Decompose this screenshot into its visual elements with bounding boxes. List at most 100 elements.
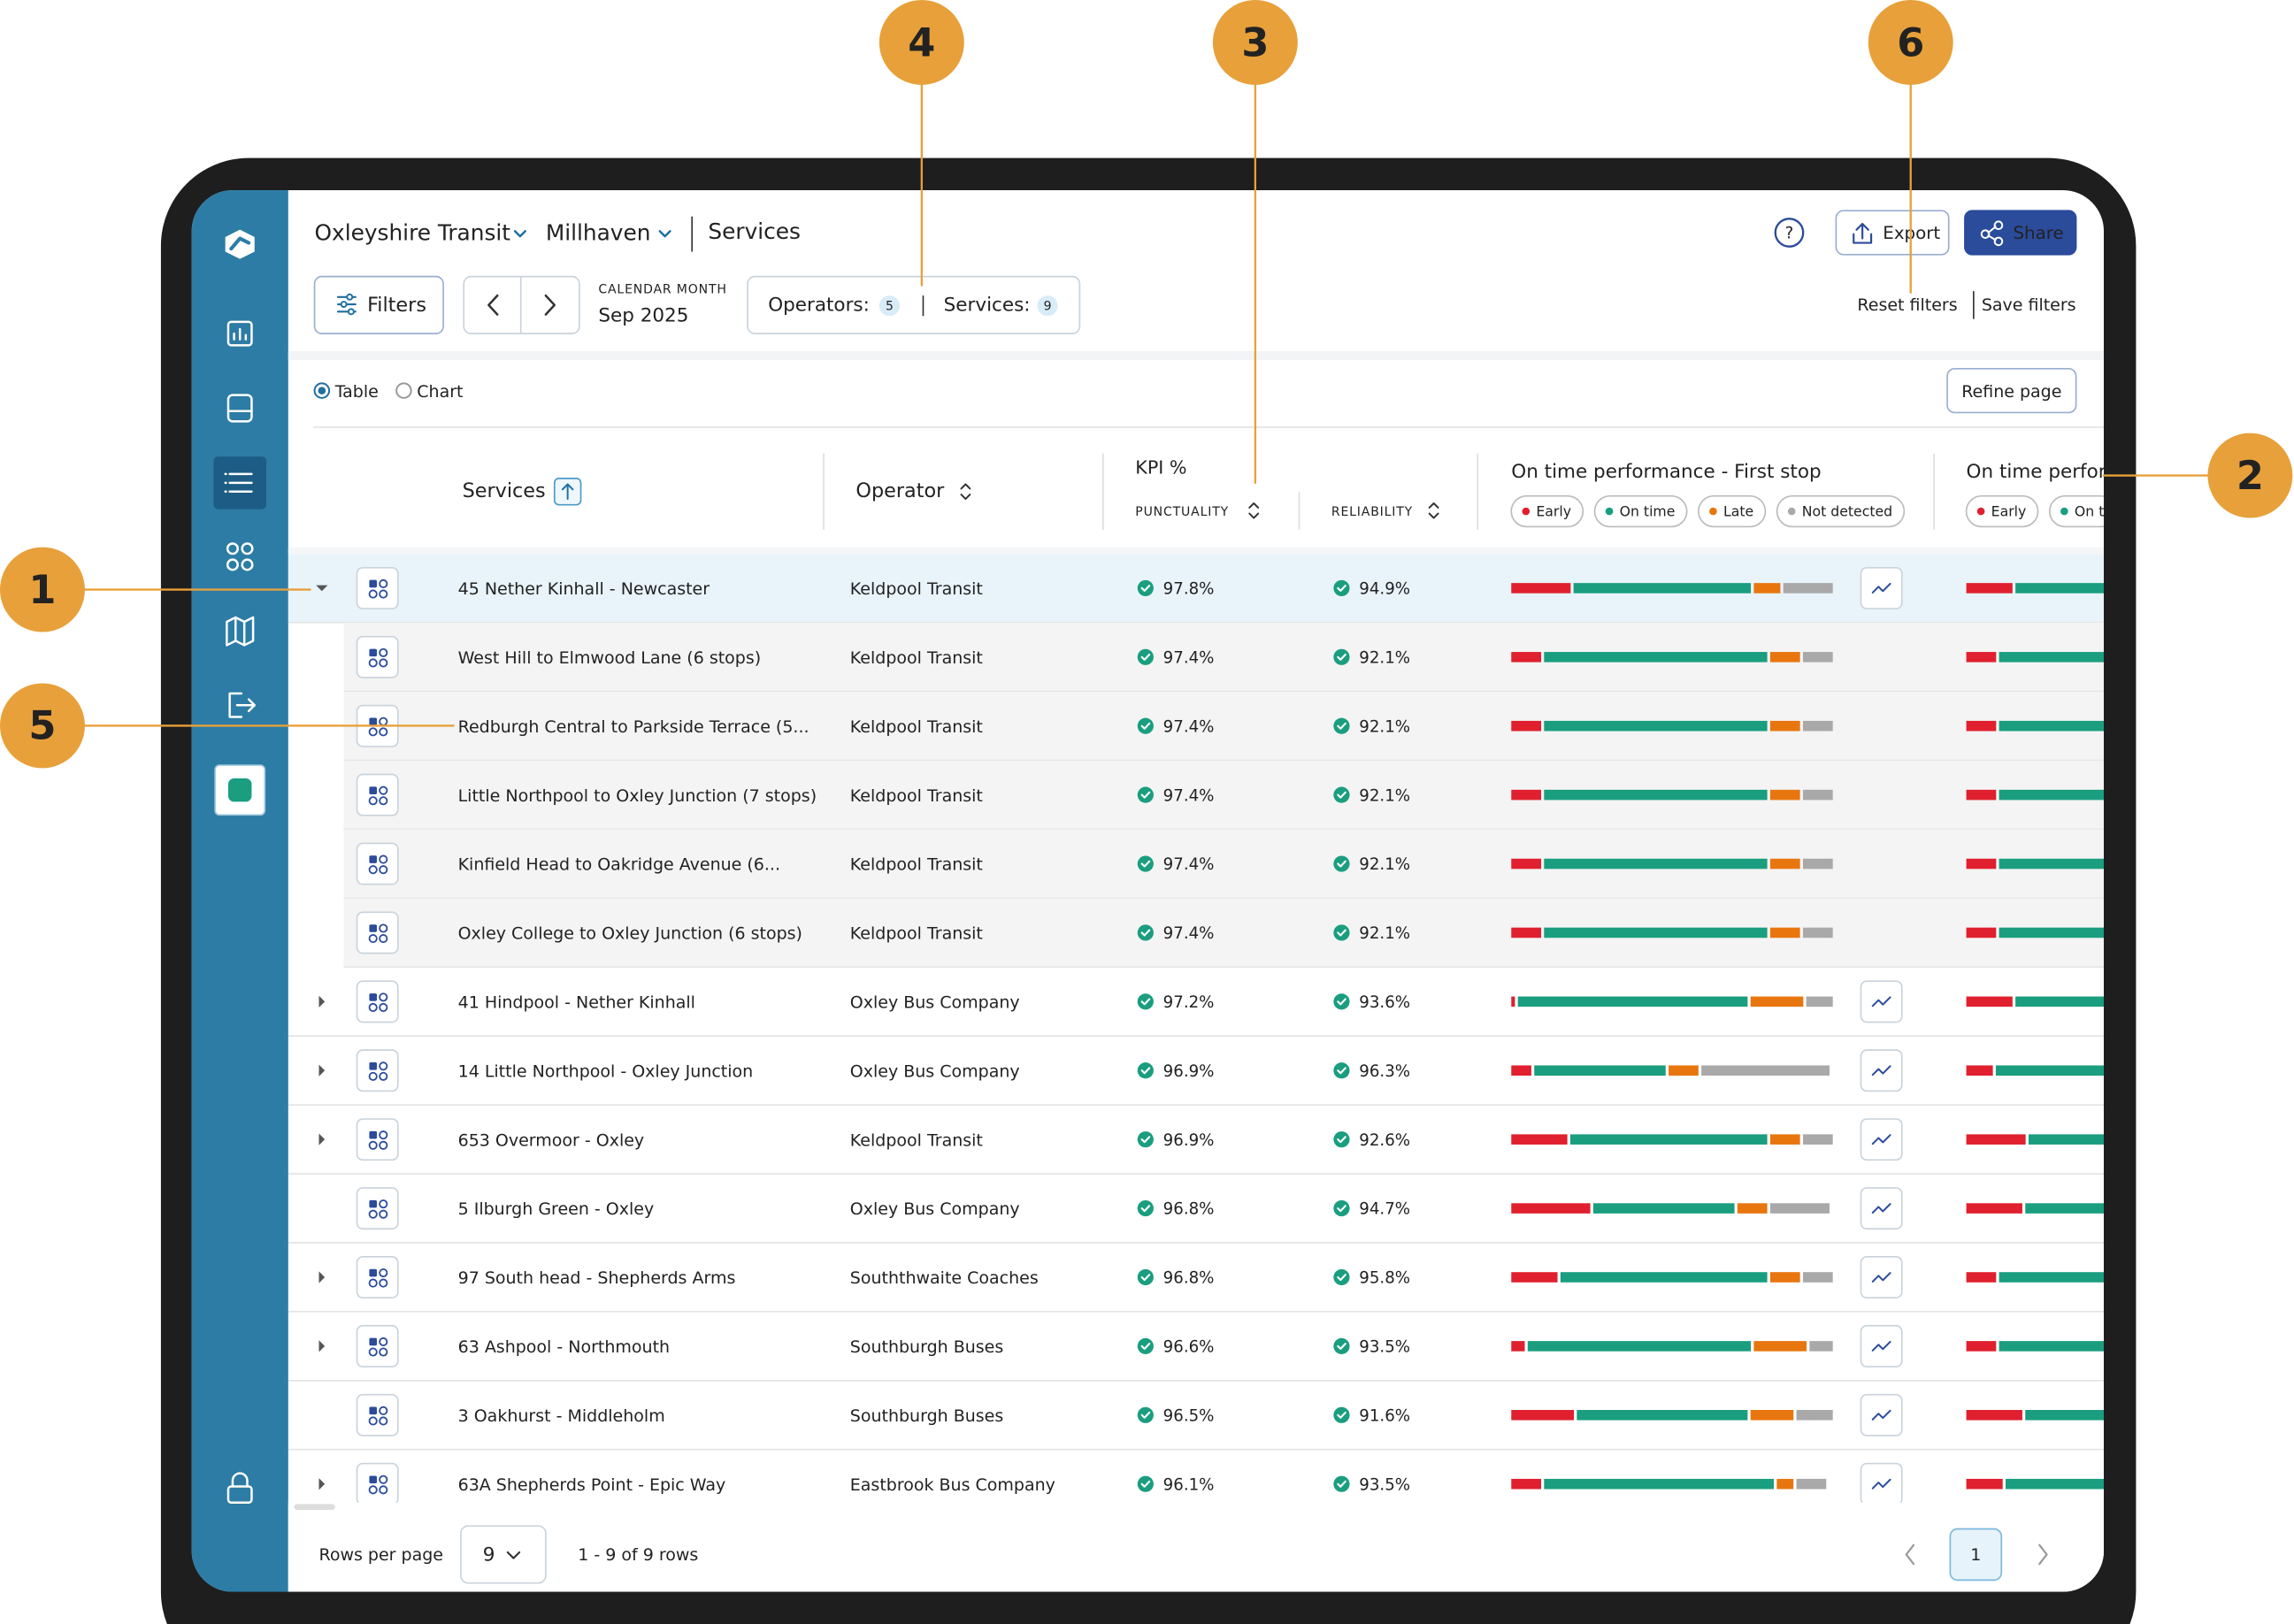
service-icon-button[interactable]: [357, 1188, 398, 1229]
otp-segment: [1577, 1410, 1747, 1421]
breadcrumb-area[interactable]: Millhaven: [546, 220, 651, 246]
reliability: 93.5%: [1359, 1475, 1410, 1494]
otp-segment: [1511, 1341, 1524, 1352]
breadcrumb-org[interactable]: Oxleyshire Transit: [315, 220, 511, 246]
reset-filters[interactable]: Reset filters: [1857, 295, 1957, 315]
service-name[interactable]: Redburgh Central to Parkside Terrace (5.…: [458, 717, 809, 737]
service-icon-button[interactable]: [357, 1395, 398, 1436]
otp-segment: [1544, 1479, 1774, 1490]
status-ok: [1138, 855, 1154, 871]
col-services[interactable]: Services: [463, 479, 546, 502]
service-icon-part: [369, 1407, 377, 1415]
otp-segment: [1544, 721, 1767, 732]
service-name[interactable]: West Hill to Elmwood Lane (6 stops): [458, 648, 762, 668]
service-icon-button[interactable]: [357, 1257, 398, 1298]
service-icon-button[interactable]: [357, 1326, 398, 1367]
otp-segment: [1511, 790, 1541, 801]
trend-button[interactable]: [1861, 1395, 1902, 1436]
trend-button[interactable]: [1861, 981, 1902, 1022]
operator: Oxley Bus Company: [850, 1061, 1020, 1081]
trend-button[interactable]: [1861, 1464, 1902, 1505]
service-icon-button[interactable]: [357, 1050, 398, 1091]
operator: Oxley Bus Company: [850, 1199, 1020, 1219]
operator: Keldpool Transit: [850, 579, 983, 599]
otp-segment: [1593, 1203, 1735, 1214]
service-name[interactable]: Little Northpool to Oxley Junction (7 st…: [458, 786, 817, 806]
otp-segment: [1770, 1272, 1800, 1283]
otp-segment: [1511, 1065, 1531, 1076]
service-icon-button[interactable]: [357, 774, 398, 815]
legend-dot: [1977, 508, 1985, 516]
service-name[interactable]: 653 Overmoor - Oxley: [458, 1130, 645, 1150]
status-ok: [1333, 649, 1349, 665]
otp-segment: [1738, 1203, 1768, 1214]
otp-segment: [1770, 790, 1800, 801]
service-icon-part: [369, 1338, 377, 1346]
otp-segment: [1967, 721, 1997, 732]
trend-button[interactable]: [1861, 1119, 1902, 1160]
punctuality: 96.6%: [1163, 1338, 1215, 1357]
status-ok: [1138, 580, 1154, 596]
status-ok: [1138, 1338, 1154, 1354]
otp-segment: [2229, 790, 2259, 801]
filters-label[interactable]: Filters: [367, 294, 426, 317]
otp-segment: [1797, 1479, 1827, 1490]
services-label: Services:: [944, 295, 1031, 317]
trend-button[interactable]: [1861, 1050, 1902, 1091]
status-ok: [1333, 1407, 1349, 1423]
rows-per-page-select[interactable]: [461, 1526, 546, 1583]
view-chart: Chart: [417, 382, 463, 402]
service-name[interactable]: 45 Nether Kinhall - Newcaster: [458, 579, 710, 599]
trend-button[interactable]: [1861, 1326, 1902, 1367]
otp-segment: [1967, 790, 1997, 801]
legend-dot: [1606, 508, 1614, 516]
service-name[interactable]: Kinfield Head to Oakridge Avenue (6...: [458, 855, 780, 875]
callout-number: 6: [1897, 19, 1924, 65]
service-icon-part: [369, 1269, 377, 1277]
service-icon-button[interactable]: [357, 1119, 398, 1160]
trend-button[interactable]: [1861, 1257, 1902, 1298]
service-name[interactable]: 63 Ashpool - Northmouth: [458, 1337, 670, 1357]
punctuality: 96.5%: [1163, 1406, 1215, 1425]
col-punctuality[interactable]: PUNCTUALITY: [1135, 505, 1229, 519]
save-filters[interactable]: Save filters: [1982, 295, 2076, 315]
status-ok: [1138, 1062, 1154, 1078]
service-name[interactable]: 63A Shepherds Point - Epic Way: [458, 1475, 726, 1495]
service-icon-button[interactable]: [357, 912, 398, 953]
service-icon-button[interactable]: [357, 843, 398, 884]
service-icon-button[interactable]: [357, 1464, 398, 1505]
service-icon-button[interactable]: [357, 637, 398, 678]
legend-dot: [1788, 508, 1796, 516]
trend-button[interactable]: [1861, 568, 1902, 609]
service-icon-part: [369, 1131, 377, 1139]
otp-segment: [1511, 721, 1541, 732]
col-reliability[interactable]: RELIABILITY: [1331, 505, 1413, 519]
legend-label: On time: [1620, 502, 1676, 519]
service-icon-button[interactable]: [357, 568, 398, 609]
status-ok: [1333, 1200, 1349, 1216]
otp-segment: [1967, 583, 2013, 594]
operators-count: 5: [886, 300, 894, 314]
otp-segment: [2229, 859, 2259, 869]
otp-segment: [1967, 1134, 2026, 1145]
row-range: 1 - 9 of 9 rows: [578, 1545, 698, 1565]
punctuality: 97.4%: [1163, 924, 1215, 943]
service-name[interactable]: 3 Oakhurst - Middleholm: [458, 1406, 665, 1426]
service-name[interactable]: 5 Ilburgh Green - Oxley: [458, 1199, 655, 1219]
reliability: 95.8%: [1359, 1269, 1410, 1288]
otp-segment: [2232, 1134, 2262, 1145]
scrollbar-thumb: [294, 1504, 334, 1510]
otp-segment: [1511, 859, 1541, 869]
service-icon-button[interactable]: [357, 981, 398, 1022]
trend-button[interactable]: [1861, 1188, 1902, 1229]
service-name[interactable]: 41 Hindpool - Nether Kinhall: [458, 993, 695, 1013]
radio-chart[interactable]: [396, 383, 411, 398]
radio-table-dot: [318, 387, 326, 395]
col-operator[interactable]: Operator: [855, 479, 945, 502]
otp-segment: [1770, 652, 1800, 663]
service-name[interactable]: Oxley College to Oxley Junction (6 stops…: [458, 924, 802, 944]
status-ok: [1333, 580, 1349, 596]
service-name[interactable]: 14 Little Northpool - Oxley Junction: [458, 1061, 754, 1081]
service-name[interactable]: 97 South head - Shepherds Arms: [458, 1268, 736, 1288]
otp-segment: [1967, 1410, 2022, 1421]
